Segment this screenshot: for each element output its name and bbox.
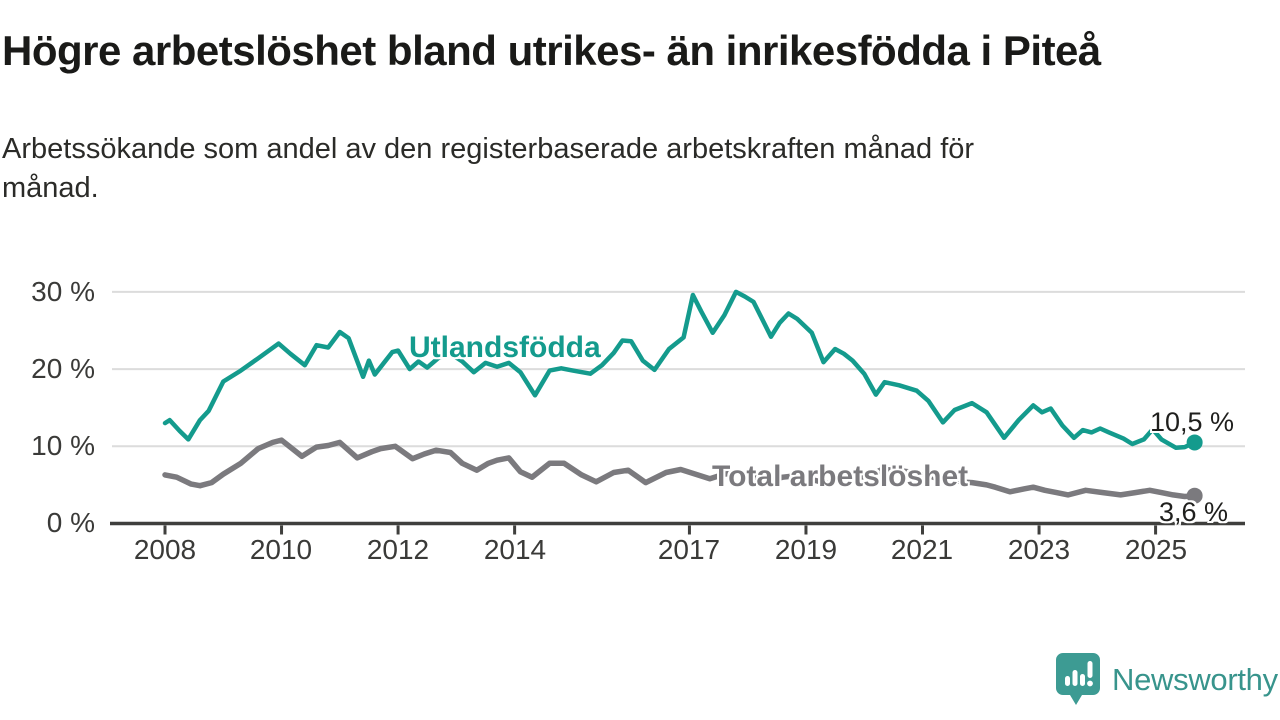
y-axis-tick-label-30: 30 % <box>31 276 95 307</box>
x-axis-tick-label-2008: 2008 <box>133 534 197 565</box>
newsworthy-logo-text: Newsworthy <box>1112 662 1278 697</box>
series-end-dot-total <box>1186 487 1203 504</box>
line-chart-canvas <box>110 289 1245 535</box>
series-label-utlandsfodda: Utlandsfödda <box>409 331 601 364</box>
series-line-total <box>162 437 1198 500</box>
series-end-dot-utlandsfodda <box>1186 434 1203 451</box>
page-title: Högre arbetslöshet bland utrikes- än inr… <box>2 27 1101 74</box>
x-axis-tick-label-2021: 2021 <box>890 534 954 565</box>
y-axis-tick-label-0: 0 % <box>46 507 95 538</box>
series-label-total-arbetsloshet: Total arbetslöshet <box>712 460 969 493</box>
x-axis-tick-label-2019: 2019 <box>774 534 838 565</box>
x-axis-tick-label-2014: 2014 <box>483 534 547 565</box>
series-line-utlandsfodda <box>162 289 1197 451</box>
end-value-label-total: 3,6 % <box>1158 497 1228 527</box>
x-axis-tick-label-2023: 2023 <box>1007 534 1071 565</box>
chart-subtitle: Arbetssökande som andel av den registerb… <box>2 130 1192 208</box>
x-axis-tick-label-2017: 2017 <box>657 534 721 565</box>
y-axis-tick-label-10: 10 % <box>31 430 95 461</box>
chart-subtitle-line1: Arbetssökande som andel av den registerb… <box>2 133 975 165</box>
x-axis-tick-label-2025: 2025 <box>1124 534 1188 565</box>
y-axis-tick-label-20: 20 % <box>31 353 95 384</box>
chart-subtitle-line2: månad. <box>2 172 99 205</box>
end-value-label-utlandsfodda: 10,5 % <box>1149 407 1234 437</box>
x-axis-tick-label-2012: 2012 <box>366 534 430 565</box>
newsworthy-logo-icon <box>1056 653 1100 705</box>
x-axis-tick-label-2010: 2010 <box>249 534 313 565</box>
newsworthy-logo: Newsworthy <box>1054 650 1278 710</box>
